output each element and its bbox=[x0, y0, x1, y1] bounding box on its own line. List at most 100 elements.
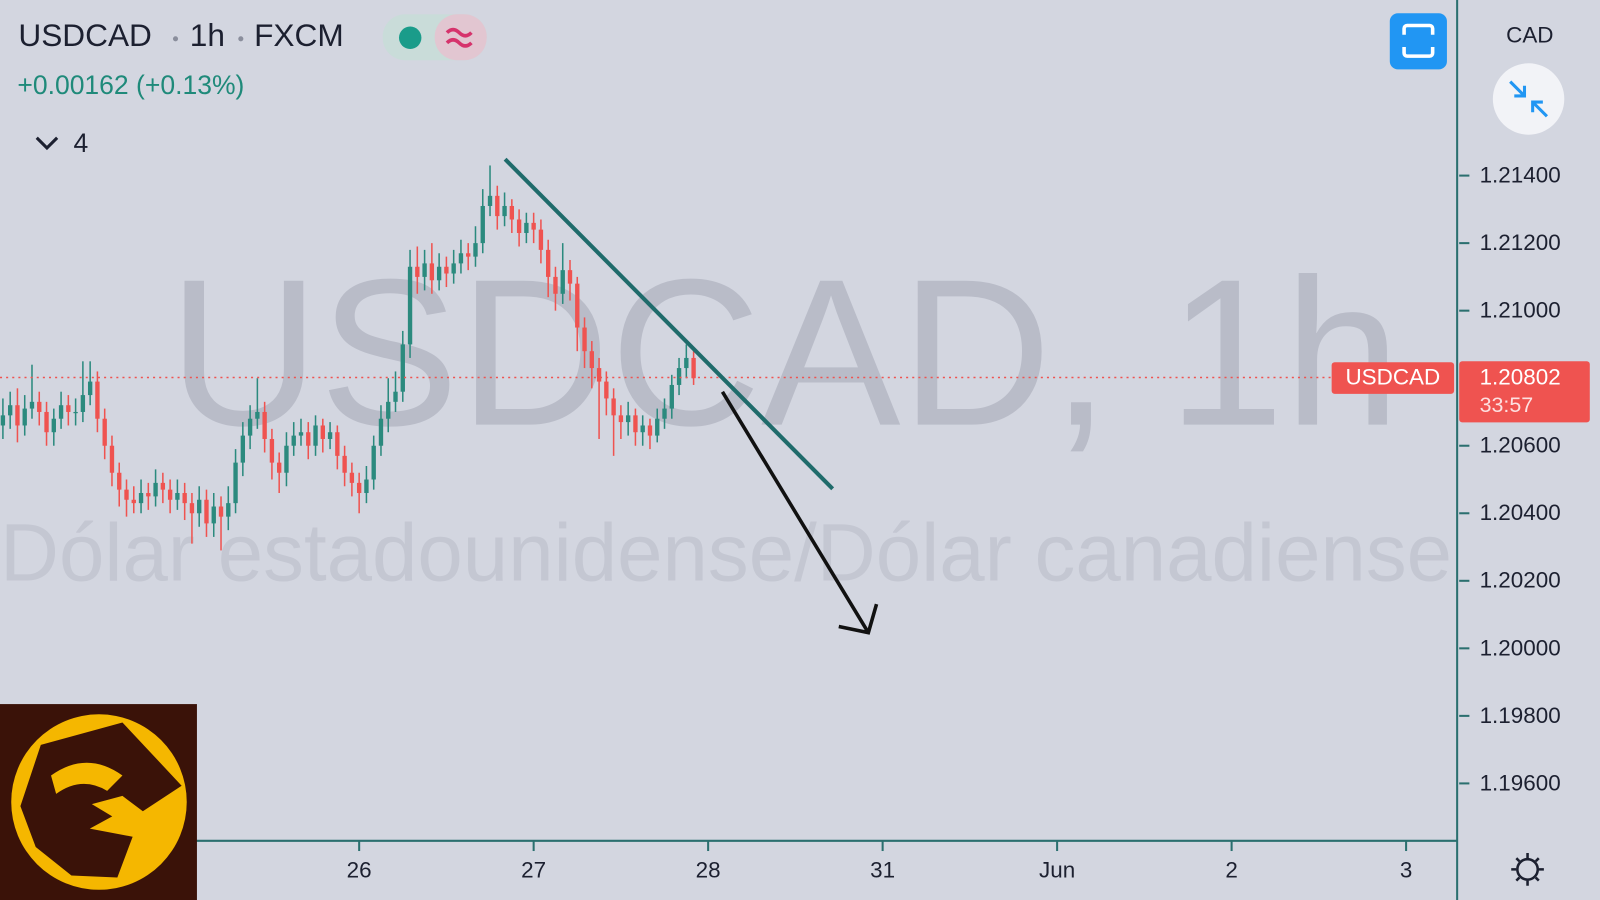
x-tick-label: Jun bbox=[1039, 857, 1075, 882]
candle-body bbox=[146, 493, 151, 497]
candle-body bbox=[87, 381, 93, 396]
y-tick-label: 1.20200 bbox=[1480, 568, 1561, 593]
candle-body bbox=[138, 493, 144, 504]
candle-body bbox=[596, 368, 602, 382]
candle-body bbox=[124, 489, 129, 500]
logo-eagle bbox=[20, 722, 182, 878]
candle-body bbox=[153, 482, 158, 497]
candle-body bbox=[422, 263, 427, 277]
candle-body bbox=[531, 222, 536, 230]
separator bbox=[238, 36, 244, 42]
candle-body bbox=[567, 270, 573, 284]
candle-body bbox=[604, 381, 609, 399]
candle-body bbox=[22, 408, 27, 426]
candle-body bbox=[451, 263, 456, 274]
candle-body bbox=[291, 435, 296, 446]
candle-body bbox=[466, 253, 471, 257]
candle-body bbox=[7, 405, 13, 416]
candle-body bbox=[175, 493, 180, 500]
candle-body bbox=[393, 391, 398, 402]
candle-body bbox=[29, 401, 35, 409]
candle-body bbox=[80, 395, 86, 412]
candle-body bbox=[109, 445, 115, 473]
candle-body bbox=[37, 401, 42, 412]
y-tick-label: 1.19600 bbox=[1480, 770, 1561, 795]
candle-body bbox=[618, 415, 624, 423]
candle-body bbox=[189, 503, 195, 514]
candle-body bbox=[284, 445, 289, 473]
candle-body bbox=[684, 357, 689, 369]
last-price-tag bbox=[1459, 361, 1590, 423]
candle-body bbox=[415, 266, 420, 277]
candle-body bbox=[407, 266, 413, 345]
candle-body bbox=[342, 455, 347, 473]
fullscreen-button[interactable] bbox=[1389, 13, 1447, 70]
candle-body bbox=[633, 415, 638, 433]
candle-body bbox=[73, 411, 78, 414]
candle-body bbox=[473, 243, 478, 257]
candle-body bbox=[495, 195, 500, 217]
candle-body bbox=[676, 368, 682, 385]
candle-body bbox=[480, 205, 485, 244]
x-tick-label: 31 bbox=[870, 857, 895, 882]
candle-body bbox=[58, 405, 64, 419]
price-change: +0.00162 (+0.13%) bbox=[17, 70, 244, 100]
collapse-indicators[interactable] bbox=[35, 136, 59, 151]
candle-body bbox=[211, 506, 216, 524]
x-tick-label: 26 bbox=[347, 857, 372, 882]
x-tick-label: 3 bbox=[1400, 857, 1412, 882]
candle-body bbox=[327, 432, 333, 439]
candle-body bbox=[436, 266, 442, 281]
data-delayed-icon bbox=[445, 27, 473, 48]
y-tick-label: 1.21400 bbox=[1480, 163, 1561, 188]
symbol-price-tag-label: USDCAD bbox=[1345, 364, 1440, 389]
candle-body bbox=[458, 253, 464, 264]
candle-body bbox=[218, 506, 224, 517]
candle-body bbox=[546, 249, 551, 277]
candle-body bbox=[364, 479, 369, 494]
candle-body bbox=[269, 438, 275, 463]
logo-eagle-head bbox=[51, 762, 123, 794]
candle-body bbox=[400, 344, 405, 392]
watermark-title: USDCAD, 1h bbox=[168, 237, 1400, 470]
symbol: USDCAD bbox=[18, 17, 152, 53]
candle-body bbox=[255, 411, 260, 419]
candle-body bbox=[371, 445, 376, 480]
candle-body bbox=[298, 432, 304, 436]
candle-body bbox=[625, 415, 631, 423]
currency-label: CAD bbox=[1506, 23, 1553, 48]
candle-body bbox=[95, 381, 100, 419]
candle-body bbox=[429, 263, 435, 281]
status-pill-right[interactable] bbox=[434, 14, 487, 61]
arrow-shaft bbox=[720, 390, 870, 634]
gear-icon bbox=[1516, 857, 1540, 881]
fullscreen-icon bbox=[1402, 23, 1435, 58]
candle-body bbox=[349, 472, 355, 483]
candle-body bbox=[582, 327, 587, 352]
candle-body bbox=[277, 462, 282, 473]
candle-body bbox=[655, 418, 660, 436]
settings-button[interactable] bbox=[1511, 853, 1544, 886]
last-price-label: 1.20802 bbox=[1480, 364, 1561, 389]
candle-body bbox=[131, 499, 136, 504]
watermark: USDCAD, 1h Dólar estadounidense/Dólar ca… bbox=[0, 237, 1452, 599]
candle-body bbox=[102, 418, 107, 446]
y-tick-label: 1.19800 bbox=[1480, 703, 1561, 728]
candle-body bbox=[66, 405, 71, 412]
candle-body bbox=[538, 229, 544, 250]
indicator-count: 4 bbox=[73, 128, 88, 158]
x-tick-label: 27 bbox=[521, 857, 546, 882]
candle-body bbox=[640, 425, 645, 433]
candle-body bbox=[662, 408, 667, 419]
collapse-button[interactable] bbox=[1492, 63, 1565, 135]
candle-body bbox=[691, 357, 696, 379]
candle-body bbox=[313, 425, 318, 446]
gear-teeth bbox=[1511, 853, 1544, 886]
arrow-head bbox=[838, 603, 879, 635]
symbol-price-tag bbox=[1331, 362, 1455, 394]
y-tick-label: 1.20000 bbox=[1480, 635, 1561, 660]
candle-body bbox=[15, 405, 20, 426]
y-tick-label: 1.20400 bbox=[1480, 500, 1561, 525]
